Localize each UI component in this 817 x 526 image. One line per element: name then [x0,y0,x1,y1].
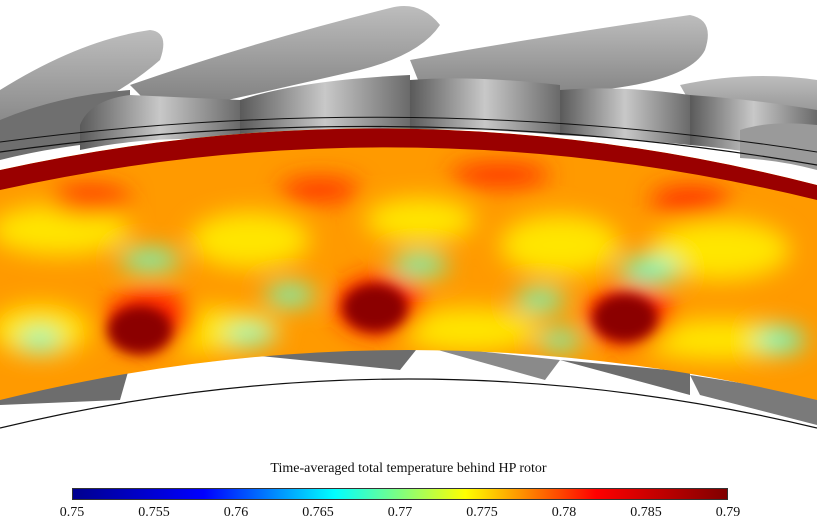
colorbar-tick-label: 0.75 [59,505,85,520]
rotor-blades-downstream [0,345,817,430]
colorbar-tick-label: 0.77 [387,505,413,520]
colorbar-tick-label: 0.76 [223,505,249,520]
colorbar-title: Time-averaged total temperature behind H… [270,461,547,476]
colorbar-tick-label: 0.755 [138,505,170,520]
colorbar-tick-label: 0.78 [551,505,577,520]
rotor-blade [420,345,560,380]
turbine-temperature-contour [0,6,817,430]
colorbar-tick-label: 0.79 [715,505,741,520]
stator-blades [0,6,817,170]
colorbar [72,488,728,500]
rotor-blade [560,360,690,395]
colorbar-tick-label: 0.785 [630,505,662,520]
colorbar-tick-label: 0.775 [466,505,498,520]
stator-blade [130,6,440,115]
rotor-blade [690,375,817,425]
colorbar-tick-label: 0.765 [302,505,334,520]
rotor-blade [250,345,420,370]
colorbar-tick-labels: 0.75 0.755 0.76 0.765 0.77 0.775 0.78 0.785 0.79 [0,505,817,523]
